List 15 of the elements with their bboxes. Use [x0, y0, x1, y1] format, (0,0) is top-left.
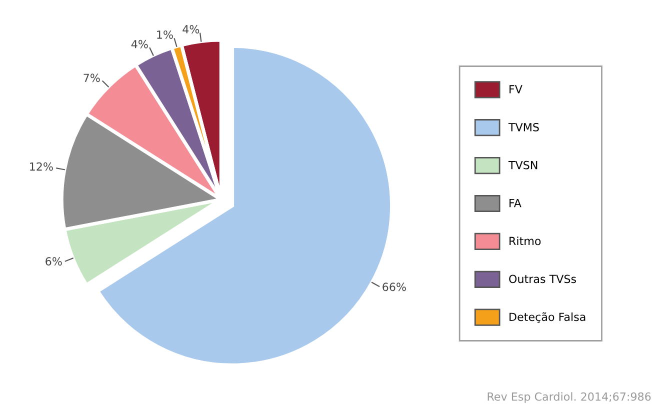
legend-label: Ritmo	[510, 236, 541, 246]
data-label: 66%	[382, 282, 406, 292]
legend-label: FA	[510, 198, 522, 208]
data-label: 4%	[182, 25, 200, 34]
legend-label: Deteção Falsa	[510, 312, 586, 324]
data-label: 4%	[131, 40, 148, 48]
legend-label: TVMS	[508, 122, 539, 132]
data-label: 1%	[157, 30, 173, 39]
text: Rev Esp Cardiol. 2014;67:986	[488, 392, 651, 403]
legend-label: TVSN	[508, 160, 538, 170]
data-label: 12%	[30, 162, 53, 171]
legend-label: FV	[510, 85, 522, 94]
data-label: 6%	[46, 257, 62, 266]
legend-label: Outras TVSs	[509, 274, 576, 284]
data-label: 7%	[84, 74, 100, 82]
